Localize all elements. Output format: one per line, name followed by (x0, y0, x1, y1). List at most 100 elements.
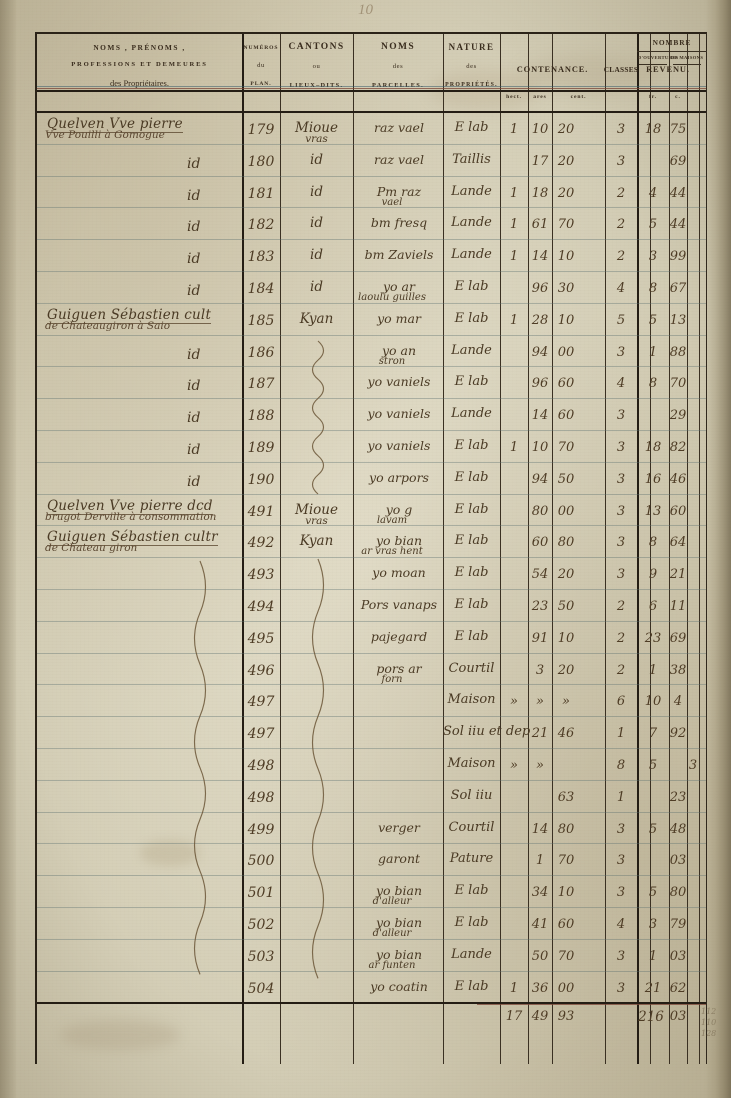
cell-revenu-francs: 5 (648, 821, 658, 837)
table-row: id 183 id bm Zaviels Lande 1 14 10 2 3 99 (37, 239, 706, 271)
row-rule (37, 493, 706, 495)
cell-numero: 499 (247, 821, 275, 838)
cell-revenu-centimes: 70 (669, 376, 687, 392)
cell-revenu-centimes: 03 (669, 853, 687, 869)
cell-classe: 4 (616, 281, 626, 296)
cell-revenu-centimes: 11 (669, 599, 687, 614)
cell-proprietaire-line2: de Chateau giron (45, 542, 138, 555)
cell-parcelle: yo ar (383, 279, 415, 294)
cell-revenu-francs: 18 (644, 440, 662, 455)
cell-centiares: 60 (557, 408, 575, 424)
table-row: Guiguen Sébastien cultr de Chateau giron 4… (37, 525, 706, 557)
cell-hectares: 1 (509, 312, 519, 328)
cell-ares: 10 (531, 122, 549, 137)
row-rule (37, 461, 706, 463)
cell-numero: 184 (247, 281, 275, 297)
cell-parcelle-line2: ar vras hent (361, 546, 423, 558)
row-rule (37, 398, 706, 400)
cell-ares: 94 (531, 471, 549, 487)
nombre-sub-underline (673, 64, 701, 65)
cell-classe: 1 (616, 726, 626, 742)
cell-parcelle: garont (377, 851, 421, 867)
table-row: 499 verger Courtil 14 80 3 5 48 (37, 812, 706, 844)
cell-parcelle: yo bian (375, 946, 423, 962)
cell-nombre-maisons: 3 (688, 758, 698, 773)
cell-parcelle: Pors vanaps (360, 597, 438, 612)
cell-numero: 187 (247, 376, 275, 393)
cell-parcelle-line2: stron (378, 355, 406, 367)
header-rule-blue (37, 86, 706, 87)
cell-classe: 3 (616, 885, 626, 901)
cell-revenu-centimes: 48 (669, 821, 687, 837)
cell-nombre-ouvertures: 4 (673, 694, 683, 710)
cell-revenu-centimes: 13 (669, 312, 687, 328)
cell-ares: 3 (535, 662, 545, 678)
cell-centiares: 20 (557, 122, 575, 137)
cell-classe: 3 (616, 853, 626, 869)
cell-ares: » (536, 758, 544, 773)
row-rule (37, 748, 706, 749)
cell-revenu-francs: 5 (648, 217, 658, 233)
cell-revenu-centimes: 62 (669, 980, 687, 996)
cell-revenu-centimes: 80 (669, 885, 687, 901)
table-row: 498 Sol iiu 63 1 23 (37, 780, 706, 812)
cell-revenu-centimes: 75 (669, 122, 687, 137)
cell-proprietaire: id (187, 473, 201, 490)
col-rule (500, 34, 501, 1064)
cell-centiares: 70 (557, 853, 575, 869)
cell-parcelle: yo vaniels (367, 374, 431, 390)
cell-hectares: 1 (509, 217, 519, 233)
ditto-brace-canton-lower (311, 558, 325, 979)
cell-ares: 28 (531, 312, 549, 328)
row-rule (37, 557, 706, 559)
cell-classe: 3 (616, 567, 626, 583)
cell-parcelle: raz vael (374, 151, 424, 167)
row-rule (37, 716, 706, 718)
row-rule (37, 620, 706, 622)
cell-revenu-francs: 23 (644, 630, 662, 646)
col-rule (605, 34, 606, 1064)
cell-revenu-francs: 8 (648, 535, 658, 551)
cell-parcelle: yo arpors (369, 469, 429, 485)
row-rule (37, 525, 706, 527)
cell-proprietaire: id (187, 155, 201, 172)
row-rule (37, 938, 706, 940)
cell-numero: 183 (247, 249, 275, 266)
ditto-brace-proprietaire (193, 560, 207, 975)
subheader-cent: cent. (570, 94, 587, 100)
cell-nature: Sol iiu et dep (443, 724, 531, 740)
cell-nature: E lab (454, 565, 489, 581)
cell-revenu-francs: 8 (648, 376, 658, 392)
header-bottom-rule (37, 111, 706, 113)
cell-nature: E lab (454, 628, 489, 644)
cell-centiares: 00 (557, 980, 575, 996)
cell-nature: Maison (447, 756, 496, 771)
cell-centiares: 50 (557, 599, 575, 614)
cell-classe: 3 (616, 153, 626, 169)
cell-parcelle-line2: laoulu guilles (358, 292, 426, 303)
cell-ares: 80 (531, 503, 549, 519)
cell-classe: 2 (616, 217, 626, 233)
cell-revenu-centimes: 23 (669, 789, 687, 805)
cell-revenu-francs: 16 (644, 471, 662, 487)
cell-parcelle: yo bian (375, 533, 423, 549)
cell-nature: Lande (451, 406, 492, 422)
cell-classe: 3 (616, 344, 626, 360)
total-revenu-centimes: 03 (669, 1009, 687, 1024)
cell-numero: 182 (247, 217, 275, 234)
cell-numero: 497 (247, 726, 275, 743)
cell-classe: 3 (616, 471, 626, 487)
cell-nature: Courtil (448, 819, 495, 835)
cell-proprietaire: id (187, 378, 201, 395)
header-cantons-lieuxdits: CANTONS ou LIEUX–DITS. (288, 42, 345, 89)
cell-canton: Mioue (295, 501, 338, 518)
cell-classe: 2 (616, 185, 626, 201)
row-rule (37, 271, 706, 272)
cell-revenu-centimes: 46 (669, 471, 687, 487)
header-nombre-maisons: DE MAISONS (670, 55, 704, 60)
cell-parcelle: yo moan (372, 565, 426, 581)
cell-centiares: 60 (557, 376, 575, 392)
cell-canton: id (310, 151, 323, 168)
margin-note: 112 (701, 1007, 717, 1016)
cell-classe: 3 (616, 503, 626, 519)
